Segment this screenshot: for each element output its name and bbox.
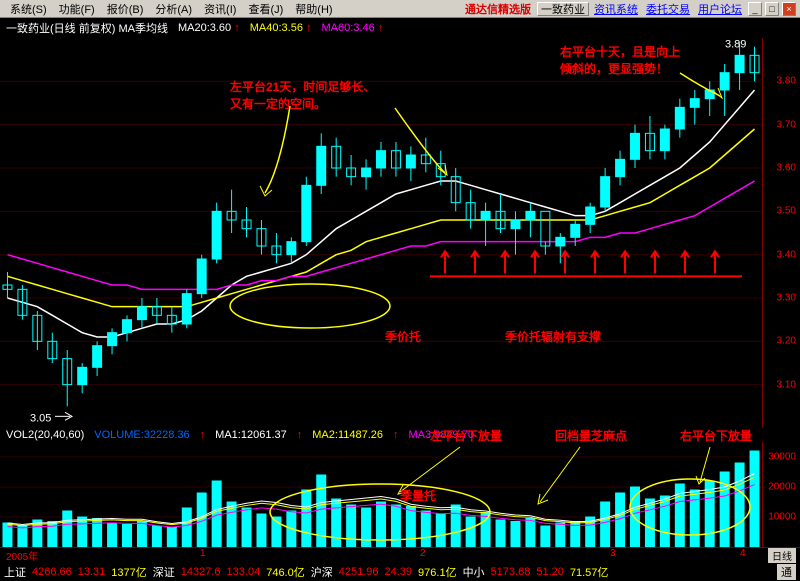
- status-bar: 上证 4266.66 13.31 1377亿深证 14327.6 133.04 746.0亿…: [0, 563, 800, 581]
- vol-ma1: MA1:12061.37: [215, 429, 287, 441]
- xaxis-month-4: 4: [740, 548, 746, 559]
- price-chart[interactable]: 3.05 3.89 3.103.203.303.403.503.603.703.8…: [0, 38, 800, 428]
- close-button[interactable]: ×: [782, 2, 796, 16]
- forum-link[interactable]: 用户论坛: [695, 1, 745, 17]
- timeframe-badge[interactable]: 日线: [768, 548, 796, 563]
- volume-yaxis: 100002000030000: [762, 442, 800, 547]
- index-label: 深证: [153, 564, 175, 580]
- menu-quote[interactable]: 报价(B): [101, 1, 150, 17]
- index-label: 中小: [463, 564, 485, 580]
- vol-indicator-name: VOL2(20,40,60): [6, 429, 84, 441]
- ma60-label: MA60:3.46 ↑: [322, 22, 384, 34]
- index-amount: 71.57亿: [570, 564, 609, 580]
- ma40-label: MA40:3.56 ↑: [250, 22, 312, 34]
- xaxis-month-1: 1: [200, 548, 206, 559]
- price-yaxis: 3.103.203.303.403.503.603.703.80: [762, 38, 800, 428]
- volume-header: VOL2(20,40,60) VOLUME:32228.36↑ MA1:1206…: [0, 428, 800, 442]
- svg-text:3.05: 3.05: [30, 412, 51, 424]
- volume-chart[interactable]: 100002000030000 左平台下放量回档量芝麻点右平台下放量季量托: [0, 442, 800, 547]
- news-system-link[interactable]: 资讯系统: [591, 1, 641, 17]
- xaxis-year: 2005年: [6, 548, 38, 563]
- index-amount: 1377亿: [111, 564, 146, 580]
- maximize-button[interactable]: □: [765, 2, 779, 16]
- index-change: 13.31: [78, 566, 106, 578]
- menu-system[interactable]: 系统(S): [4, 1, 53, 17]
- vol-value: VOLUME:32228.36: [94, 429, 189, 441]
- stock-selector-button[interactable]: 一致药业: [537, 2, 589, 16]
- trade-link[interactable]: 委托交易: [643, 1, 693, 17]
- index-label: 沪深: [311, 564, 333, 580]
- stock-name: 一致药业(日线 前复权) MA季均线: [6, 20, 168, 36]
- vol-ma3: MA3:9849.70: [409, 429, 474, 441]
- menu-view[interactable]: 查看(J): [242, 1, 289, 17]
- menubar: 系统(S) 功能(F) 报价(B) 分析(A) 资讯(I) 查看(J) 帮助(H…: [0, 0, 800, 18]
- index-value: 4251.96: [339, 566, 379, 578]
- menu-news[interactable]: 资讯(I): [198, 1, 242, 17]
- svg-text:3.89: 3.89: [725, 38, 746, 50]
- chart-header: 一致药业(日线 前复权) MA季均线 MA20:3.60 ↑ MA40:3.56…: [0, 18, 800, 38]
- xaxis-month-3: 3: [610, 548, 616, 559]
- time-axis: 2005年 1 2 3 4 日线: [0, 547, 800, 563]
- menu-analysis[interactable]: 分析(A): [149, 1, 198, 17]
- index-change: 133.04: [227, 566, 261, 578]
- menu-help[interactable]: 帮助(H): [289, 1, 338, 17]
- minimize-button[interactable]: _: [748, 2, 762, 16]
- menu-function[interactable]: 功能(F): [53, 1, 101, 17]
- index-value: 4266.66: [32, 566, 72, 578]
- index-change: 51.20: [536, 566, 564, 578]
- xaxis-month-2: 2: [420, 548, 426, 559]
- index-change: 24.39: [385, 566, 413, 578]
- index-value: 14327.6: [181, 566, 221, 578]
- vol-ma2: MA2:11487.26: [312, 429, 383, 441]
- status-badge[interactable]: 通: [777, 564, 796, 580]
- index-label: 上证: [4, 564, 26, 580]
- index-amount: 746.0亿: [266, 564, 305, 580]
- index-value: 5173.68: [491, 566, 531, 578]
- index-amount: 976.1亿: [418, 564, 457, 580]
- ma20-label: MA20:3.60 ↑: [178, 22, 240, 34]
- app-brand: 通达信精选版: [465, 1, 531, 17]
